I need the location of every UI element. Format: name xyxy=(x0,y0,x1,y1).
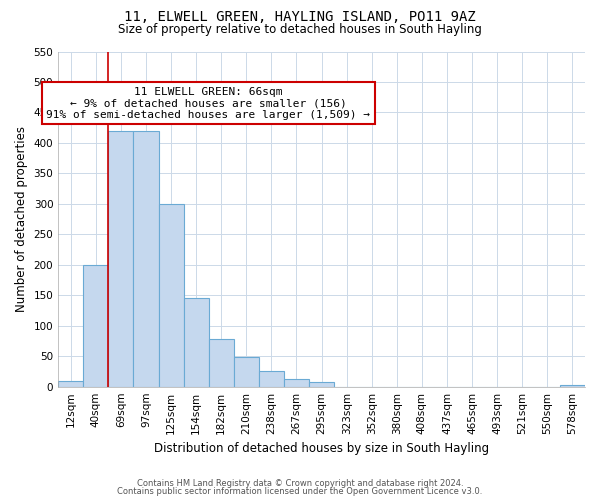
Bar xyxy=(309,382,334,386)
X-axis label: Distribution of detached houses by size in South Hayling: Distribution of detached houses by size … xyxy=(154,442,489,455)
Bar xyxy=(109,130,133,386)
Text: 11 ELWELL GREEN: 66sqm
← 9% of detached houses are smaller (156)
91% of semi-det: 11 ELWELL GREEN: 66sqm ← 9% of detached … xyxy=(46,86,370,120)
Bar xyxy=(284,379,309,386)
Bar xyxy=(133,130,158,386)
Bar xyxy=(158,204,184,386)
Bar xyxy=(83,265,109,386)
Text: 11, ELWELL GREEN, HAYLING ISLAND, PO11 9AZ: 11, ELWELL GREEN, HAYLING ISLAND, PO11 9… xyxy=(124,10,476,24)
Bar xyxy=(209,339,234,386)
Bar xyxy=(234,358,259,386)
Bar xyxy=(58,380,83,386)
Text: Contains HM Land Registry data © Crown copyright and database right 2024.: Contains HM Land Registry data © Crown c… xyxy=(137,478,463,488)
Bar xyxy=(560,385,585,386)
Y-axis label: Number of detached properties: Number of detached properties xyxy=(15,126,28,312)
Text: Size of property relative to detached houses in South Hayling: Size of property relative to detached ho… xyxy=(118,22,482,36)
Text: Contains public sector information licensed under the Open Government Licence v3: Contains public sector information licen… xyxy=(118,487,482,496)
Bar xyxy=(184,298,209,386)
Bar xyxy=(259,372,284,386)
